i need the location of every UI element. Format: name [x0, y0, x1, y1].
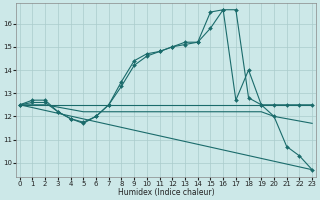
X-axis label: Humidex (Indice chaleur): Humidex (Indice chaleur) — [118, 188, 214, 197]
